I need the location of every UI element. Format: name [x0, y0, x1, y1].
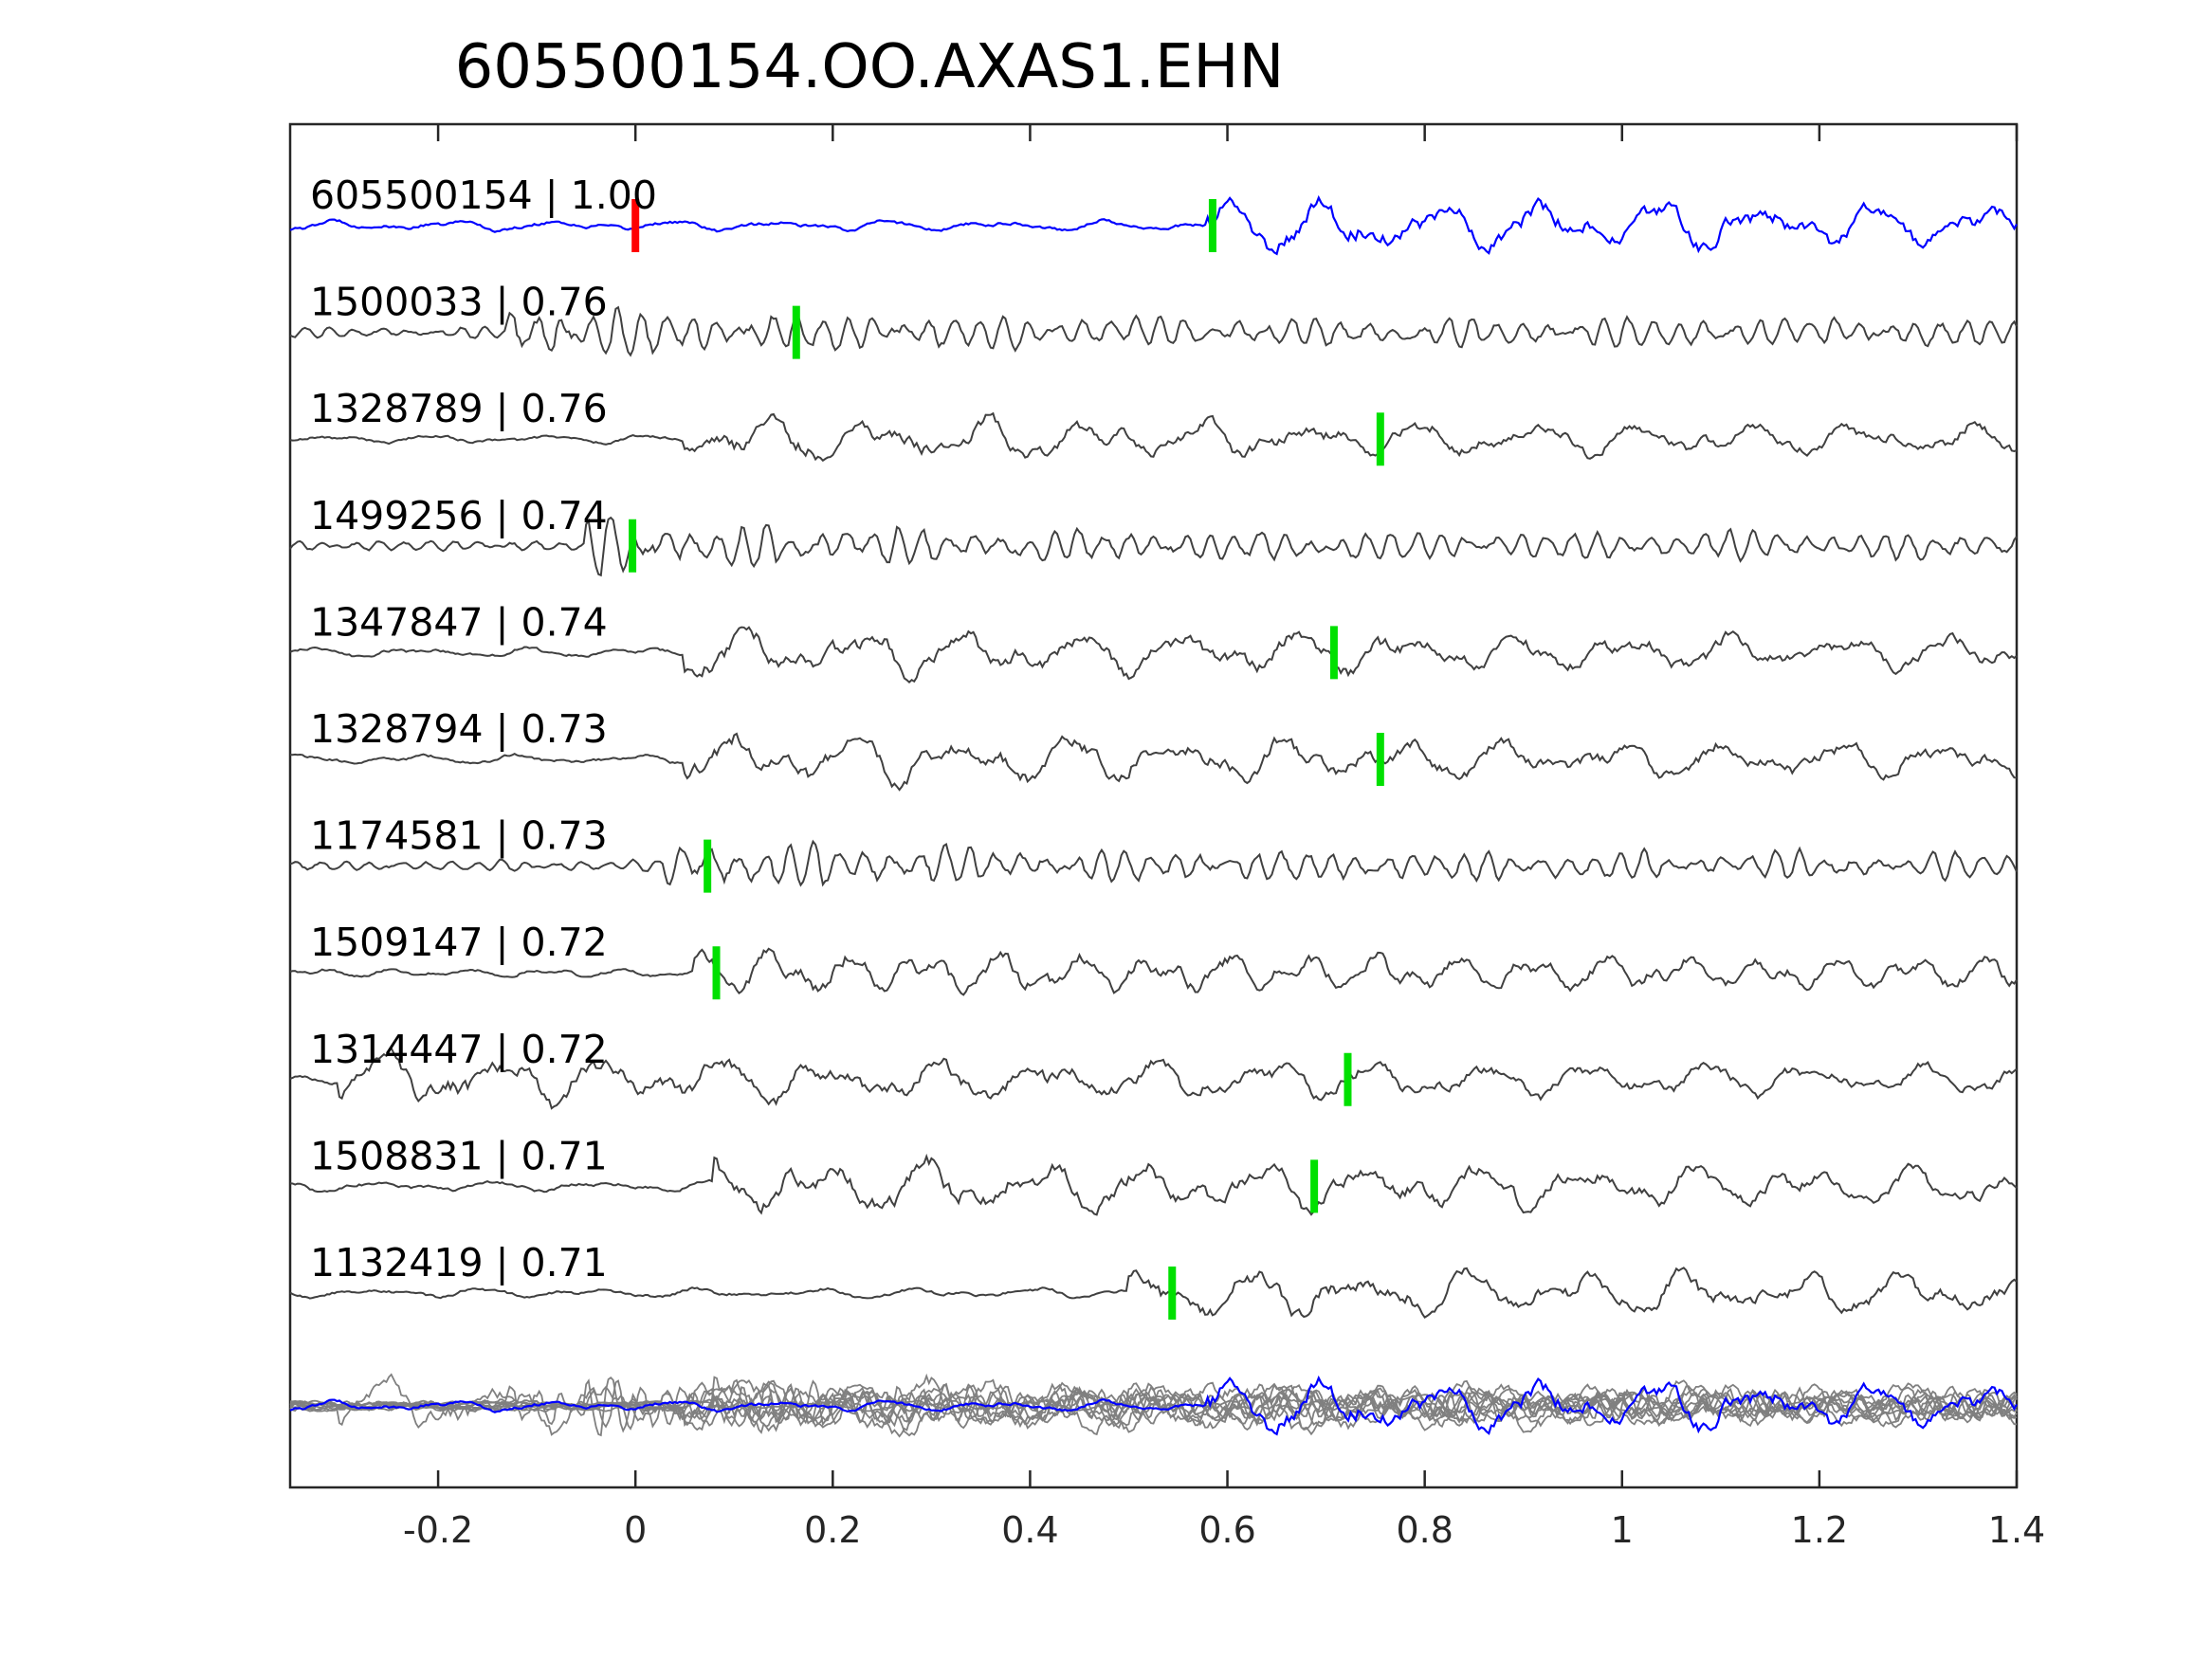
x-tick-label: -0.2	[403, 1509, 473, 1551]
trace-labels: 605500154 | 1.00 1500033 | 0.76 1328789 | …	[310, 173, 657, 1285]
x-axis: -0.2 0 0.2 0.4 0.6 0.8 1 1.2 1.4	[403, 124, 2045, 1551]
trace-1328794	[289, 732, 2018, 792]
overlay-template-trace	[289, 1375, 2018, 1436]
trace-label-605500154: 605500154 | 1.00	[310, 173, 657, 218]
trace-label-1132419: 1132419 | 0.71	[310, 1240, 608, 1285]
trace-label-1500033: 1500033 | 0.76	[310, 280, 608, 325]
trace-label-1314447: 1314447 | 0.72	[310, 1027, 608, 1072]
x-tick-label: 0.2	[804, 1509, 861, 1551]
x-tick-label: 1.4	[1988, 1509, 2045, 1551]
trace-1500033	[289, 305, 2018, 357]
trace-label-1328794: 1328794 | 0.73	[310, 706, 608, 752]
trace-label-1174581: 1174581 | 0.73	[310, 813, 608, 859]
trace-overlay	[289, 1373, 2018, 1438]
plot-area	[288, 122, 2019, 1489]
trace-label-1347847: 1347847 | 0.74	[310, 599, 608, 645]
x-tick-label: 1.2	[1791, 1509, 1848, 1551]
trace-label-1508831: 1508831 | 0.71	[310, 1133, 608, 1178]
trace-1509147	[289, 947, 2018, 996]
trace-stack	[289, 194, 2018, 1319]
trace-1499256	[289, 516, 2018, 577]
trace-label-1499256: 1499256 | 0.74	[310, 493, 608, 538]
pick-markers	[629, 199, 1384, 1320]
trace-1174581	[289, 839, 2018, 887]
trace-1314447	[289, 1046, 2018, 1110]
trace-1508831	[289, 1153, 2018, 1216]
x-tick-label: 0.8	[1396, 1509, 1453, 1551]
trace-label-1509147: 1509147 | 0.72	[310, 920, 608, 965]
x-tick-label: 0.4	[1001, 1509, 1058, 1551]
trace-1328789	[289, 411, 2018, 463]
trace-1132419	[289, 1267, 2018, 1319]
overlay-trace-1500033	[289, 1379, 2018, 1431]
x-tick-label: 0.6	[1198, 1509, 1255, 1551]
trace-label-1328789: 1328789 | 0.76	[310, 386, 608, 431]
trace-605500154	[289, 194, 2018, 256]
x-tick-label: 0	[624, 1509, 647, 1551]
chart-title: 605500154.OO.AXAS1.EHN	[455, 32, 1285, 102]
trace-1347847	[289, 626, 2018, 684]
x-tick-label: 1	[1611, 1509, 1634, 1551]
overlay-trace-1509147	[289, 1380, 2018, 1430]
